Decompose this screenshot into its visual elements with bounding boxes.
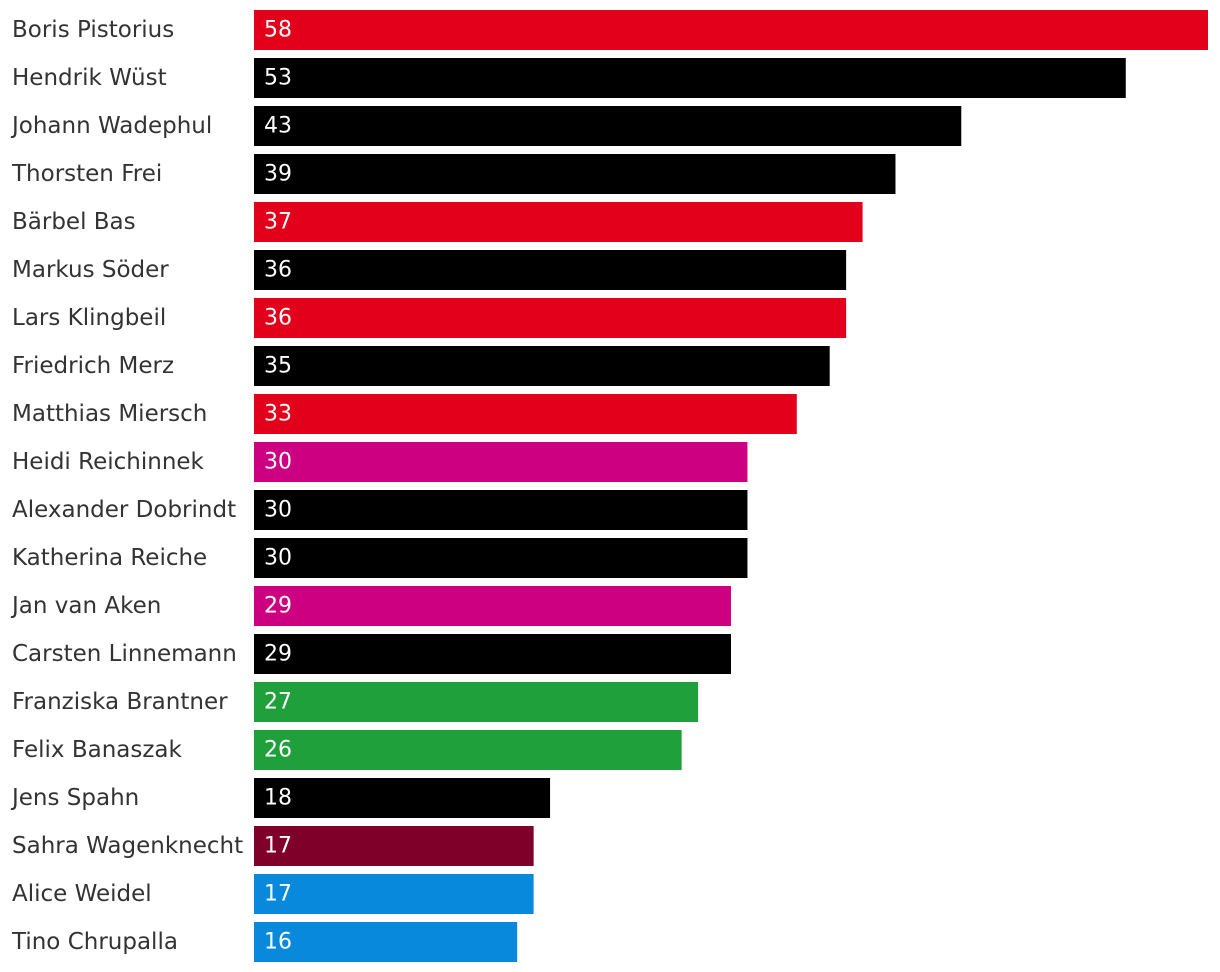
bar-row: Sahra Wagenknecht 17 [12,826,534,866]
bar [254,922,518,962]
category-label: Bärbel Bas [12,209,136,235]
bar [254,826,534,866]
category-label: Hendrik Wüst [12,65,167,91]
bar-row: Alexander Dobrindt 30 [12,490,748,530]
bar [254,586,731,626]
bar [254,106,962,146]
value-label: 29 [264,642,292,667]
bar-row: Johann Wadephul 43 [10,106,962,146]
bar-row: Lars Klingbeil 36 [12,298,847,338]
category-label: Carsten Linnemann [12,641,237,667]
value-label: 17 [264,882,292,907]
bar [254,10,1208,50]
bar-row: Alice Weidel 17 [12,874,534,914]
bar [254,394,797,434]
category-label: Friedrich Merz [12,353,174,379]
category-label: Sahra Wagenknecht [12,833,243,859]
bar [254,538,748,578]
bar [254,154,896,194]
category-label: Jan van Aken [10,593,161,619]
value-label: 43 [264,114,292,139]
category-label: Jens Spahn [10,785,139,811]
value-label: 39 [264,162,292,187]
value-label: 30 [264,450,292,475]
category-label: Franziska Brantner [12,689,228,715]
value-label: 36 [264,306,292,331]
category-label: Alice Weidel [12,881,152,907]
category-label: Katherina Reiche [12,545,207,571]
value-label: 29 [264,594,292,619]
bar [254,682,699,722]
category-label: Thorsten Frei [11,161,162,187]
category-label: Heidi Reichinnek [12,449,205,475]
category-label: Boris Pistorius [12,17,174,43]
value-label: 30 [264,498,292,523]
bar [254,874,534,914]
category-label: Johann Wadephul [10,113,212,139]
bar-row: Jan van Aken 29 [10,586,731,626]
category-label: Matthias Miersch [12,401,207,427]
category-label: Alexander Dobrindt [12,497,236,523]
value-label: 37 [264,210,292,235]
bar-row: Carsten Linnemann 29 [12,634,731,674]
bar-row: Heidi Reichinnek 30 [12,442,748,482]
value-label: 30 [264,546,292,571]
bar [254,298,847,338]
bar [254,202,863,242]
value-label: 16 [264,930,292,955]
category-label: Felix Banaszak [12,737,183,763]
bar-row: Jens Spahn 18 [10,778,551,818]
bar [254,58,1126,98]
bar-row: Tino Chrupalla 16 [11,922,518,962]
bar-row: Thorsten Frei 39 [11,154,896,194]
bar [254,490,748,530]
bar-row: Katherina Reiche 30 [12,538,748,578]
value-label: 27 [264,690,292,715]
bar-row: Boris Pistorius 58 [12,10,1208,50]
value-label: 58 [264,18,292,43]
bar [254,730,682,770]
value-label: 36 [264,258,292,283]
category-label: Lars Klingbeil [12,305,166,331]
category-label: Tino Chrupalla [11,929,178,955]
value-label: 35 [264,354,292,379]
bar-row: Franziska Brantner 27 [12,682,699,722]
bar [254,442,748,482]
value-label: 33 [264,402,292,427]
bar [254,346,830,386]
value-label: 53 [264,66,292,91]
value-label: 17 [264,834,292,859]
bar-row: Hendrik Wüst 53 [12,58,1126,98]
bar [254,250,847,290]
bar [254,778,551,818]
category-label: Markus Söder [12,257,169,283]
bar-row: Bärbel Bas 37 [12,202,863,242]
bar [254,634,731,674]
bar-row: Markus Söder 36 [12,250,847,290]
value-label: 18 [264,786,292,811]
bar-row: Felix Banaszak 26 [12,730,682,770]
bar-row: Matthias Miersch 33 [12,394,797,434]
bar-row: Friedrich Merz 35 [12,346,830,386]
value-label: 26 [264,738,292,763]
